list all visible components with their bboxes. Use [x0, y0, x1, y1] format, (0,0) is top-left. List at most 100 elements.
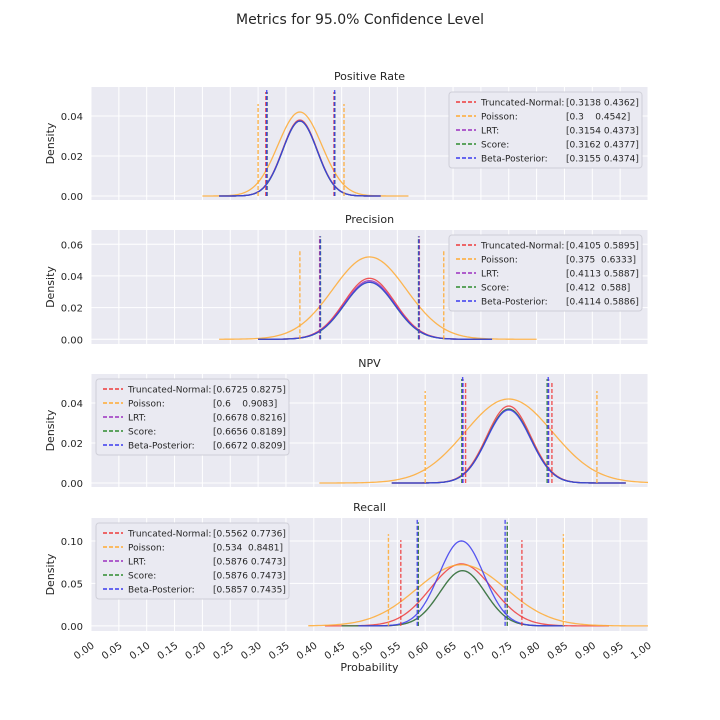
- x-tick-label: 0.00: [72, 640, 97, 662]
- panel-positive-rate: 0.00 0.02 0.04 Positive Rate Density Truncate…: [44, 70, 649, 203]
- density-curve-beta-posterior: [219, 120, 381, 197]
- legend-label: Truncated-Normal:: [127, 530, 211, 540]
- y-axis-label: Density: [44, 266, 57, 308]
- legend-interval: [0.4105 0.5895]: [566, 242, 639, 252]
- y-tick-label: 0.02: [61, 152, 83, 163]
- density-curve-beta-posterior: [258, 281, 493, 340]
- legend-interval: [0.412 0.588]: [566, 284, 630, 294]
- legend: Truncated-Normal: [0.6725 0.8275] Poisson:…: [95, 378, 290, 456]
- legend-label: Score:: [481, 284, 509, 294]
- x-tick-label: 0.10: [128, 640, 153, 662]
- legend-label: Score:: [128, 428, 156, 438]
- legend-interval: [0.6 0.9083]: [213, 400, 277, 410]
- legend-interval: [0.5876 0.7473]: [213, 558, 286, 568]
- panel-title: NPV: [358, 357, 381, 370]
- legend-interval: [0.3162 0.4377]: [566, 141, 639, 151]
- x-tick-label: 0.65: [434, 640, 459, 662]
- panel-title: Recall: [353, 501, 386, 514]
- legend-label: Poisson:: [481, 256, 518, 266]
- legend-interval: [0.3155 0.4374]: [566, 155, 639, 165]
- panel-title: Precision: [345, 213, 394, 226]
- y-tick-label: 0.04: [61, 399, 83, 410]
- panel-precision: 0.00 0.02 0.04 0.06 Precision Density Truncate…: [44, 213, 649, 346]
- legend-label: LRT:: [481, 127, 499, 137]
- x-tick-label: 0.20: [184, 640, 209, 662]
- figure-title: Metrics for 95.0% Confidence Level: [235, 12, 484, 28]
- legend-label: LRT:: [128, 558, 146, 568]
- x-tick-label: 0.25: [211, 640, 236, 662]
- legend-interval: [0.3 0.4542]: [566, 113, 630, 123]
- y-tick-label: 0.04: [61, 272, 83, 283]
- y-axis-label: Density: [44, 553, 57, 595]
- legend-interval: [0.4114 0.5886]: [566, 298, 639, 308]
- x-tick-label: 0.05: [100, 640, 125, 662]
- legend: Truncated-Normal: [0.3138 0.4362] Poisson:…: [448, 91, 643, 169]
- y-tick-label: 0.04: [61, 112, 83, 123]
- legend-interval: [0.5876 0.7473]: [213, 572, 286, 582]
- x-tick-label: 0.35: [267, 640, 292, 662]
- legend-label: Poisson:: [128, 400, 165, 410]
- x-tick-label: 0.85: [546, 640, 571, 662]
- legend-interval: [0.3154 0.4373]: [566, 127, 639, 137]
- legend-label: LRT:: [128, 414, 146, 424]
- y-tick-label: 0.10: [61, 537, 83, 548]
- y-tick-label: 0.00: [61, 622, 83, 633]
- x-tick-label: 0.40: [295, 640, 320, 662]
- legend-box: [95, 522, 290, 600]
- y-tick-label: 0.02: [61, 304, 83, 315]
- x-tick-label: 0.90: [573, 640, 598, 662]
- legend-label: Beta-Posterior:: [128, 442, 195, 452]
- y-axis-label: Density: [44, 409, 57, 451]
- legend-label: Beta-Posterior:: [481, 298, 548, 308]
- legend-label: Beta-Posterior:: [128, 586, 195, 596]
- legend-label: Score:: [481, 141, 509, 151]
- legend-box: [448, 234, 643, 312]
- legend-label: Beta-Posterior:: [481, 155, 548, 165]
- density-curve-poisson: [308, 564, 648, 627]
- legend: Truncated-Normal: [0.5562 0.7736] Poisson:…: [95, 522, 290, 600]
- y-axis-label: Density: [44, 122, 57, 164]
- legend-interval: [0.6656 0.8189]: [213, 428, 286, 438]
- x-tick-label: 1.00: [629, 640, 654, 662]
- legend-interval: [0.534 0.8481]: [213, 544, 283, 554]
- legend-label: Truncated-Normal:: [127, 386, 211, 396]
- legend-label: Poisson:: [128, 544, 165, 554]
- y-tick-label: 0.02: [61, 439, 83, 450]
- density-curve-beta-posterior: [358, 540, 565, 627]
- legend-interval: [0.375 0.6333]: [566, 256, 636, 266]
- legend: Truncated-Normal: [0.4105 0.5895] Poisson:…: [448, 234, 643, 312]
- legend-label: LRT:: [481, 270, 499, 280]
- legend-box: [95, 378, 290, 456]
- density-curve-beta-posterior: [391, 409, 626, 484]
- x-tick-label: 0.70: [462, 640, 487, 662]
- legend-interval: [0.6672 0.8209]: [213, 442, 286, 452]
- legend-interval: [0.5562 0.7736]: [213, 530, 286, 540]
- legend-interval: [0.5857 0.7435]: [213, 586, 286, 596]
- x-axis-label: Probability: [340, 661, 399, 674]
- y-tick-label: 0.05: [61, 579, 83, 590]
- legend-interval: [0.6678 0.8216]: [213, 414, 286, 424]
- x-tick-label: 0.75: [490, 640, 515, 662]
- panel-recall: 0.000.050.10RecallDensityTruncated-Norma…: [44, 501, 654, 674]
- x-tick-label: 0.50: [351, 640, 376, 662]
- x-tick-label: 0.55: [379, 640, 404, 662]
- x-tick-label: 0.15: [156, 640, 181, 662]
- legend-label: Poisson:: [481, 113, 518, 123]
- x-tick-label: 0.95: [601, 640, 626, 662]
- legend-interval: [0.3138 0.4362]: [566, 99, 639, 109]
- legend-label: Truncated-Normal:: [480, 242, 564, 252]
- x-tick-label: 0.45: [323, 640, 348, 662]
- y-tick-label: 0.00: [61, 479, 83, 490]
- panel-title: Positive Rate: [334, 70, 405, 83]
- density-curve-poisson: [319, 398, 649, 484]
- x-tick-label: 0.60: [406, 640, 431, 662]
- legend-label: Score:: [128, 572, 156, 582]
- y-tick-label: 0.00: [61, 335, 83, 346]
- x-tick-label: 0.30: [239, 640, 264, 662]
- y-tick-label: 0.06: [61, 240, 83, 251]
- legend-box: [448, 91, 643, 169]
- legend-interval: [0.6725 0.8275]: [213, 386, 286, 396]
- density-curve-poisson: [219, 256, 537, 340]
- legend-interval: [0.4113 0.5887]: [566, 270, 639, 280]
